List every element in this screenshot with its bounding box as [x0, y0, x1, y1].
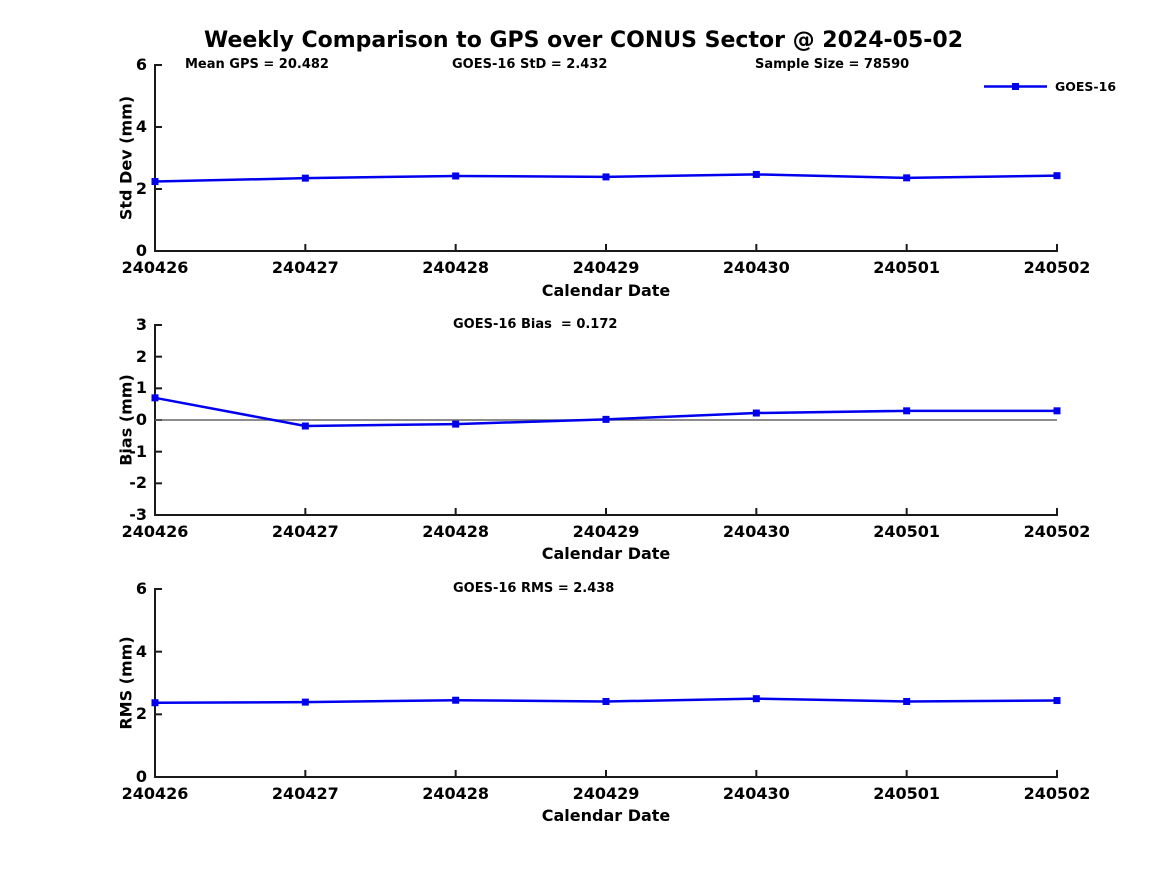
x-tick-label: 240430 — [722, 522, 790, 541]
y-tick-label: 3 — [135, 315, 147, 334]
y-tick-label: 0 — [135, 410, 147, 429]
data-point-marker — [1053, 697, 1061, 705]
x-tick-label: 240429 — [572, 784, 640, 803]
annotation-goes16-rms: GOES-16 RMS = 2.438 — [453, 581, 615, 596]
data-point-marker — [903, 174, 911, 182]
x-tick-label: 240427 — [271, 522, 339, 541]
data-point-marker — [1053, 407, 1061, 415]
data-point-marker — [301, 698, 309, 706]
data-point-marker — [151, 178, 159, 186]
stddev-x-axis-label: Calendar Date — [541, 281, 671, 300]
y-tick-label: 2 — [135, 179, 147, 198]
x-tick-label: 240428 — [422, 258, 490, 277]
data-point-marker — [452, 420, 460, 428]
annotation-goes16-std: GOES-16 StD = 2.432 — [452, 57, 608, 72]
data-point-marker — [301, 174, 309, 182]
y-tick-label: -2 — [129, 473, 147, 493]
data-point-marker — [903, 697, 911, 705]
data-point-marker — [1053, 172, 1061, 180]
data-point-marker — [903, 407, 911, 415]
x-tick-label: 240429 — [572, 258, 640, 277]
data-point-marker — [752, 695, 760, 703]
data-point-marker — [602, 697, 610, 705]
y-tick-label: 1 — [135, 378, 147, 398]
x-tick-label: 240429 — [572, 522, 640, 541]
legend-label: GOES-16 — [1055, 79, 1117, 94]
x-tick-label: 240430 — [722, 258, 790, 277]
legend-line-marker-icon — [984, 83, 1047, 90]
annotation-mean-gps: Mean GPS = 20.482 — [185, 57, 329, 72]
data-point-marker — [151, 394, 159, 402]
y-tick-label: 4 — [135, 641, 147, 661]
data-point-marker — [602, 173, 610, 181]
data-point-marker — [452, 172, 460, 180]
stddev-y-axis-label: Std Dev (mm) — [116, 95, 136, 221]
annotation-goes16-bias: GOES-16 Bias = 0.172 — [453, 317, 618, 332]
y-tick-label: -3 — [129, 505, 147, 524]
y-tick-label: 2 — [135, 704, 147, 724]
x-tick-label: 240427 — [271, 784, 339, 803]
data-point-marker — [301, 422, 309, 430]
y-tick-label: 6 — [135, 579, 147, 598]
bias-x-axis-label: Calendar Date — [541, 544, 671, 563]
data-point-marker — [752, 409, 760, 417]
x-tick-label: 240502 — [1023, 522, 1091, 541]
page-title: Weekly Comparison to GPS over CONUS Sect… — [203, 28, 963, 53]
x-tick-label: 240426 — [121, 784, 189, 803]
annotation-sample-size: Sample Size = 78590 — [755, 57, 910, 72]
data-point-marker — [151, 699, 159, 707]
y-tick-label: -1 — [129, 441, 147, 461]
data-point-marker — [602, 415, 610, 423]
data-point-marker — [752, 170, 760, 178]
x-tick-label: 240501 — [873, 784, 941, 803]
y-tick-label: 4 — [135, 117, 147, 136]
x-tick-label: 240426 — [121, 258, 189, 277]
x-tick-label: 240430 — [722, 784, 790, 803]
y-tick-label: 6 — [135, 55, 147, 74]
x-tick-label: 240501 — [873, 522, 941, 541]
x-tick-label: 240502 — [1023, 258, 1091, 277]
x-tick-label: 240501 — [873, 258, 941, 277]
x-tick-label: 240426 — [121, 522, 189, 541]
x-tick-label: 240428 — [422, 784, 490, 803]
rms-x-axis-label: Calendar Date — [541, 806, 671, 825]
x-tick-label: 240427 — [271, 258, 339, 277]
x-tick-label: 240428 — [422, 522, 490, 541]
x-tick-label: 240502 — [1023, 784, 1091, 803]
y-tick-label: 2 — [135, 346, 147, 366]
data-point-marker — [452, 696, 460, 704]
legend: GOES-16 — [983, 79, 1116, 94]
y-tick-label: 0 — [135, 241, 147, 260]
y-tick-label: 0 — [135, 767, 147, 786]
